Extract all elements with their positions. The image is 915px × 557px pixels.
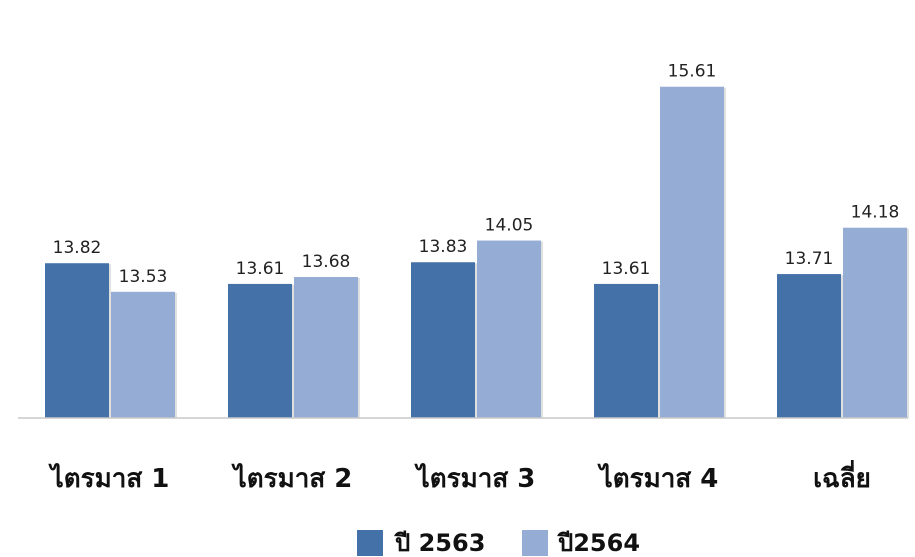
bar-series1-1 <box>45 263 109 418</box>
bar-series2-3 <box>477 240 541 418</box>
value-label: 13.83 <box>419 237 468 257</box>
category-label: ไตรมาส 3 <box>414 462 536 494</box>
bar-series1-2 <box>228 283 292 418</box>
value-label: 15.61 <box>668 62 717 82</box>
category-labels-layer: ไตรมาส 1 ไตรมาส 2 ไตรมาส 3 ไตรมาส 4 เฉลี่ย <box>48 459 871 494</box>
value-label: 13.71 <box>785 249 834 269</box>
value-labels-layer: 13.82 13.53 13.61 13.68 13.83 14.05 13.61 15.61… <box>53 62 900 287</box>
bar-series2-5 <box>843 227 907 418</box>
category-label: ไตรมาส 4 <box>597 462 719 494</box>
category-label: เฉลี่ย <box>813 459 871 494</box>
value-label: 13.61 <box>236 259 285 279</box>
legend-label-2: ปี2564 <box>557 529 640 557</box>
bar-series2-4 <box>660 86 724 418</box>
value-label: 13.61 <box>602 259 651 279</box>
value-label: 14.05 <box>485 216 534 236</box>
legend-label-1: ปี 2563 <box>394 529 486 557</box>
value-label: 13.53 <box>119 267 168 287</box>
bar-series1-3 <box>411 262 475 418</box>
legend: ปี 2563 ปี2564 <box>357 529 640 557</box>
bar-series2-1 <box>111 291 175 418</box>
category-label: ไตรมาส 1 <box>48 462 170 494</box>
value-label: 14.18 <box>851 203 900 223</box>
value-label: 13.82 <box>53 238 102 258</box>
legend-swatch-1 <box>357 530 383 556</box>
bar-series2-2 <box>294 277 358 418</box>
bar-series1-4 <box>594 283 658 418</box>
legend-swatch-2 <box>522 530 548 556</box>
bar-series1-5 <box>777 274 841 418</box>
category-label: ไตรมาส 2 <box>231 462 353 494</box>
value-label: 13.68 <box>302 252 351 272</box>
bars-layer <box>45 86 909 418</box>
